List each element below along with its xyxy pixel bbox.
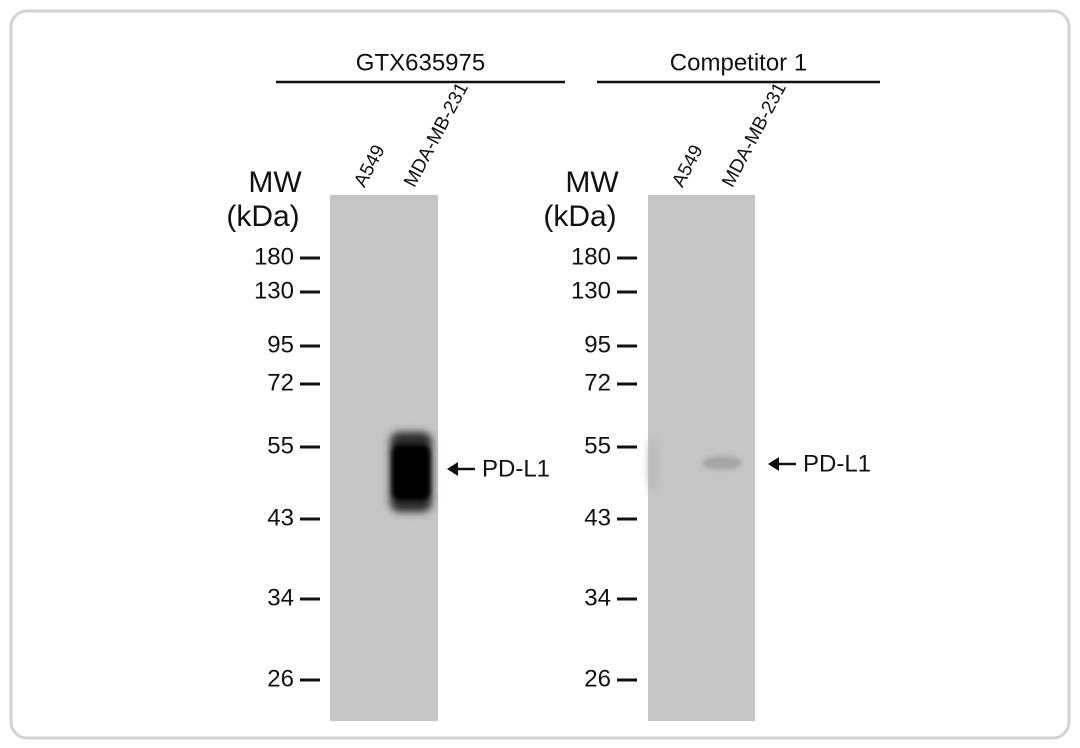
marker-label: 72: [267, 369, 294, 396]
band-label: PD-L1: [803, 450, 871, 477]
arrow-head: [768, 457, 779, 471]
marker-label: 130: [571, 277, 611, 304]
mw-label: MW: [565, 166, 619, 199]
card: [9, 9, 1071, 740]
marker-label: 43: [267, 504, 294, 531]
unit-label: (kDa): [543, 200, 616, 233]
marker-label: 72: [584, 369, 611, 396]
mw-label: MW: [248, 166, 302, 199]
band-label: PD-L1: [482, 455, 550, 482]
marker-label: 34: [267, 584, 294, 611]
band: [702, 456, 742, 470]
panel-title: Competitor 1: [670, 49, 807, 76]
marker-label: 95: [584, 331, 611, 358]
marker-label: 43: [584, 504, 611, 531]
marker-label: 180: [254, 243, 294, 270]
marker-label: 55: [267, 432, 294, 459]
unit-label: (kDa): [226, 200, 299, 233]
marker-label: 95: [267, 331, 294, 358]
arrow-head: [447, 462, 458, 476]
marker-label: 26: [267, 665, 294, 692]
band-core: [392, 445, 430, 500]
panel-title: GTX635975: [356, 49, 485, 76]
marker-label: 34: [584, 584, 611, 611]
marker-label: 180: [571, 243, 611, 270]
smear: [648, 437, 660, 493]
marker-label: 130: [254, 277, 294, 304]
marker-label: 26: [584, 665, 611, 692]
marker-label: 55: [584, 432, 611, 459]
blot: [648, 195, 755, 721]
